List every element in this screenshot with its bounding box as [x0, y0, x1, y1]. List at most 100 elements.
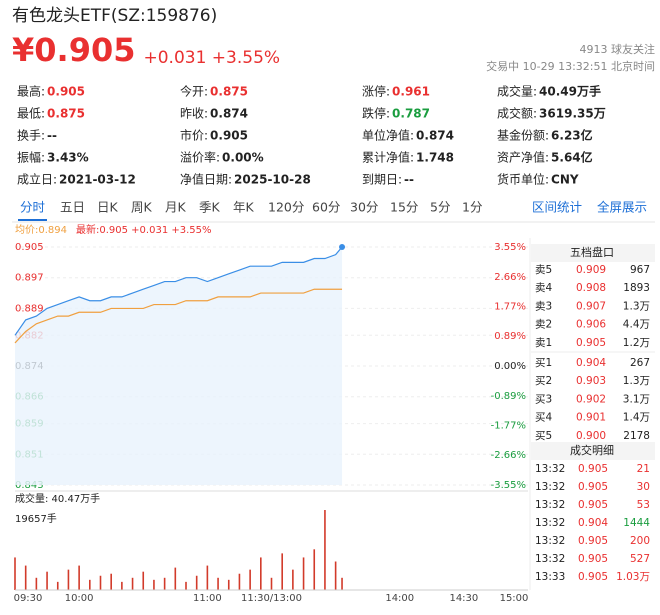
volume-bar [121, 581, 123, 590]
x-tick-label: 11:30/13:00 [241, 593, 302, 604]
last-dot [339, 244, 346, 250]
y2-tick-label: 1.77% [494, 302, 526, 313]
trade-price: 0.905 [578, 499, 608, 511]
tab-action[interactable]: 区间统计 [532, 200, 582, 215]
volume-tick-label: 19657手 [15, 512, 57, 525]
volume-bar [46, 571, 48, 590]
trade-volume: 1.03万 [616, 571, 650, 583]
trade-time: 13:32 [535, 481, 565, 493]
y2-tick-label: 0.89% [494, 331, 526, 342]
volume-bar [142, 571, 145, 590]
tab[interactable]: 1分 [462, 200, 482, 215]
volume-bar [249, 569, 251, 590]
stat-label: 成交额: [497, 106, 537, 121]
stat-value: 0.787 [392, 107, 430, 121]
book-volume: 3.1万 [623, 393, 650, 405]
volume-bar [302, 557, 305, 590]
book-price: 0.909 [576, 264, 606, 276]
stat-label: 昨收: [180, 107, 208, 121]
tab[interactable]: 五日 [60, 200, 85, 215]
book-price: 0.902 [576, 393, 606, 405]
tab[interactable]: 15分 [390, 200, 418, 215]
volume-bar [99, 575, 102, 590]
y2-tick-label: 2.66% [494, 272, 526, 283]
stat-value: -- [404, 173, 414, 187]
trade-time: 13:32 [535, 553, 565, 565]
volume-bar [110, 573, 112, 590]
tab[interactable]: 5分 [430, 200, 450, 215]
volume-bar [270, 577, 273, 590]
volume-bar [341, 577, 343, 590]
book-volume: 1.3万 [623, 300, 650, 312]
volume-bar [174, 567, 177, 590]
trade-volume: 21 [637, 463, 650, 475]
volume-bar [334, 561, 337, 590]
x-tick-label: 14:30 [449, 593, 478, 604]
change: +0.031 +3.55% [143, 48, 280, 68]
volume-bar [227, 579, 230, 590]
volume-bar [313, 549, 316, 590]
stat-value: 40.49万手 [539, 84, 601, 99]
line-1 [14, 288, 343, 344]
tab-action[interactable]: 全屏展示 [597, 200, 647, 215]
book-side: 买5 [535, 430, 552, 442]
volume-bar [35, 577, 38, 590]
trade-volume: 527 [630, 553, 650, 565]
stat-label: 货币单位: [497, 172, 549, 187]
volume-bar [238, 573, 241, 590]
tab[interactable]: 分时 [20, 200, 46, 215]
trade-price: 0.905 [578, 553, 608, 565]
trade-price: 0.905 [578, 481, 608, 493]
tab[interactable]: 年K [233, 200, 255, 215]
volume-bar [67, 569, 70, 590]
trade-volume: 1444 [623, 517, 650, 529]
legend-last: 最新:0.905 +0.031 +3.55% [76, 223, 212, 236]
stat-label: 基金份额: [497, 128, 549, 143]
book-volume: 1.3万 [623, 375, 650, 387]
stat-label: 到期日: [362, 173, 402, 187]
stat-label: 振幅: [17, 150, 45, 165]
stat-label: 溢价率: [180, 150, 220, 165]
book-volume: 967 [630, 264, 650, 276]
stat-label: 涨停: [362, 84, 390, 99]
tab[interactable]: 月K [165, 200, 187, 215]
volume-bar [56, 581, 59, 590]
trade-time: 13:32 [535, 499, 565, 511]
stat-value: 3.43% [47, 151, 89, 165]
stat-label: 资产净值: [497, 150, 549, 165]
tab[interactable]: 周K [131, 200, 153, 215]
tab[interactable]: 30分 [350, 200, 378, 215]
stat-value: 0.875 [210, 85, 248, 99]
legend-avg: 均价:0.894 [15, 224, 67, 236]
stat-label: 最高: [17, 84, 45, 99]
line-0 [14, 246, 343, 336]
volume-bar [24, 565, 27, 590]
tab[interactable]: 日K [97, 200, 119, 215]
trades-title: 成交明细 [570, 443, 614, 457]
stat-label: 市价: [180, 128, 208, 143]
stat-value: 0.875 [47, 107, 85, 121]
stat-value: CNY [551, 173, 579, 187]
stat-label: 成立日: [17, 172, 57, 187]
book-price: 0.907 [576, 300, 606, 312]
stat-label: 换手: [17, 129, 45, 143]
volume-bar [131, 577, 134, 590]
y2-tick-label: 3.55% [494, 242, 526, 253]
book-title: 五档盘口 [570, 245, 614, 259]
volume-bar [217, 577, 219, 590]
volume-bar [195, 575, 198, 590]
book-price: 0.908 [576, 282, 606, 294]
tab[interactable]: 季K [199, 200, 221, 215]
book-volume: 267 [630, 357, 650, 369]
volume-bar [14, 557, 16, 590]
volume-bar [324, 510, 326, 590]
book-side: 买1 [535, 357, 552, 369]
status: 交易中 10-29 13:32:51 北京时间 [486, 59, 655, 73]
book-price: 0.901 [576, 412, 606, 424]
volume-bar [78, 565, 80, 590]
tab[interactable]: 120分 [268, 200, 304, 215]
tab[interactable]: 60分 [312, 200, 340, 215]
trade-time: 13:33 [535, 571, 565, 583]
volume-bar [260, 557, 262, 590]
book-side: 卖3 [535, 300, 552, 312]
